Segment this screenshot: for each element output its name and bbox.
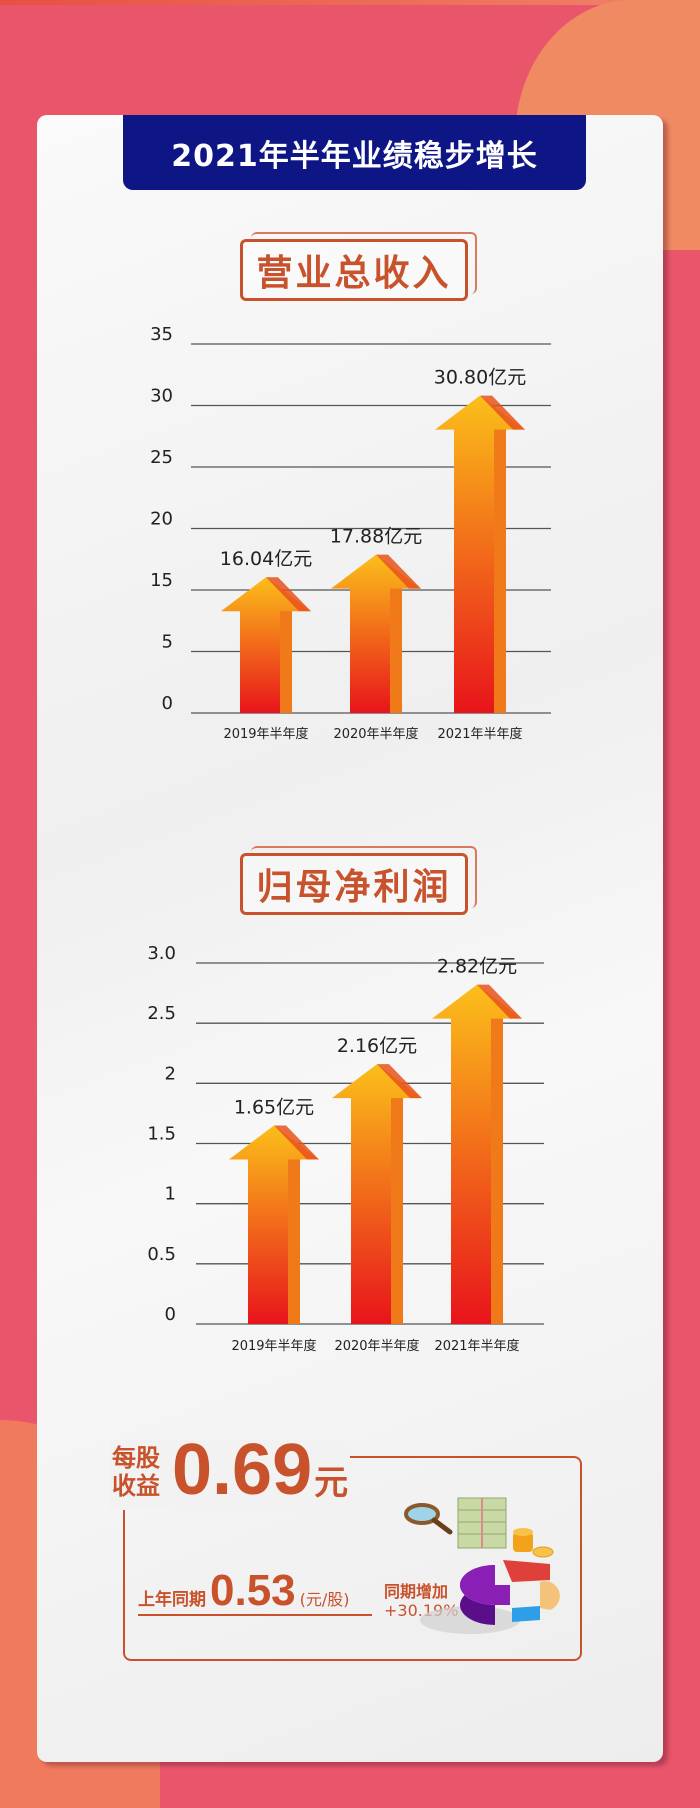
data-label: 30.80亿元 (434, 367, 526, 389)
prev-row: 上年同期 0.53 (元/股) (138, 1566, 350, 1616)
arrow-head-side (477, 984, 522, 1019)
x-tick-label: 2019年半年度 (231, 1338, 316, 1354)
y-tick-label: 2.5 (147, 1003, 176, 1024)
y-tick-label: 5 (162, 632, 173, 653)
y-tick-label: 2 (165, 1063, 176, 1084)
arrow-head-side (480, 395, 525, 430)
arrow-bar (332, 1064, 422, 1324)
arrow-head-side (266, 577, 311, 612)
x-tick-label: 2021年半年度 (437, 726, 522, 742)
revenue-heading: 营业总收入 (240, 232, 477, 301)
y-tick-label: 35 (150, 324, 173, 345)
arrow-bar (432, 984, 522, 1324)
increase-label: 同期增加 (384, 1582, 449, 1601)
coins-icon (513, 1528, 554, 1558)
arrow-head-side (376, 554, 421, 589)
arrow-bar-side (288, 1159, 300, 1324)
y-tick-label: 0.5 (147, 1244, 176, 1265)
pie-chart-icon (460, 1560, 560, 1625)
profit-chart: 0 0.5 1 1.5 2 2.5 3.0 1.65亿元 2019年半年度 2.16亿元 2020年… (147, 943, 544, 1354)
revenue-chart: 0 5 15 20 25 30 35 16.04亿元 2019年半年度 17.88亿元 2020年半… (150, 324, 551, 742)
arrow-bar-side (280, 611, 292, 713)
eps-label: 每股收益 (112, 1444, 160, 1500)
y-tick-label: 1.5 (147, 1124, 176, 1145)
prev-value: 0.53 (210, 1566, 296, 1615)
arrow-head-side (377, 1064, 422, 1099)
finance-illustration (404, 1497, 560, 1634)
prev-label: 上年同期 (138, 1590, 206, 1610)
arrow-bar-side (491, 1018, 503, 1324)
y-tick-label: 1 (165, 1184, 176, 1205)
cash-stack-icon (457, 1497, 507, 1549)
y-tick-label: 0 (162, 693, 173, 714)
eps-unit: 元 (314, 1463, 349, 1503)
eps-main: 0.69 元 (172, 1430, 348, 1510)
profit-heading: 归母净利润 (240, 846, 477, 915)
y-tick-label: 3.0 (147, 943, 176, 964)
data-label: 17.88亿元 (330, 526, 422, 548)
y-tick-label: 20 (150, 509, 173, 530)
eps-value: 0.69 (172, 1430, 313, 1510)
y-tick-label: 30 (150, 386, 173, 407)
data-label: 1.65亿元 (234, 1096, 314, 1118)
arrow-bar-side (494, 429, 506, 713)
y-tick-label: 0 (165, 1304, 176, 1325)
x-tick-label: 2019年半年度 (223, 726, 308, 742)
data-label: 16.04亿元 (220, 548, 312, 570)
data-label: 2.16亿元 (337, 1035, 417, 1057)
eps-box (123, 1456, 582, 1661)
arrow-head-side (274, 1125, 319, 1160)
divider (138, 1614, 372, 1616)
page-title: 2021年半年业绩稳步增长 (123, 115, 586, 190)
top-strip (0, 0, 700, 5)
prev-unit: (元/股) (299, 1590, 350, 1609)
data-label: 2.82亿元 (437, 956, 517, 978)
arrow-bar-side (390, 588, 402, 713)
eps-box-gap (110, 1440, 350, 1510)
y-tick-label: 25 (150, 447, 173, 468)
x-tick-label: 2020年半年度 (333, 726, 418, 742)
y-tick-label: 15 (150, 570, 173, 591)
x-tick-label: 2021年半年度 (434, 1338, 519, 1354)
arrow-bar-side (391, 1098, 403, 1324)
magnifier-icon (404, 1503, 453, 1535)
x-tick-label: 2020年半年度 (334, 1338, 419, 1354)
